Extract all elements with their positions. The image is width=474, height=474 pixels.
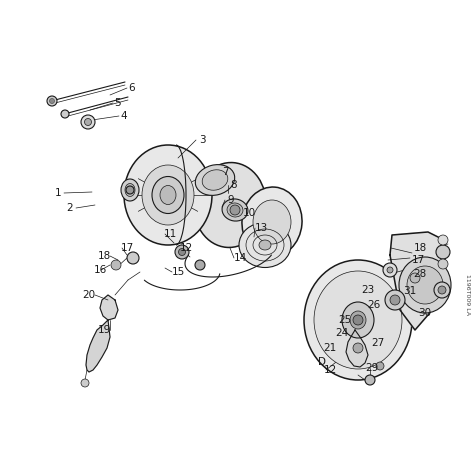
Text: 28: 28 xyxy=(413,269,427,279)
Text: 12: 12 xyxy=(179,243,192,253)
Polygon shape xyxy=(346,330,368,367)
Ellipse shape xyxy=(242,187,302,257)
Text: 14: 14 xyxy=(233,253,246,263)
Text: 17: 17 xyxy=(411,255,425,265)
Circle shape xyxy=(195,260,205,270)
Text: 20: 20 xyxy=(82,290,96,300)
Text: 15: 15 xyxy=(172,267,185,277)
Text: 25: 25 xyxy=(338,315,352,325)
Circle shape xyxy=(365,375,375,385)
Text: 18: 18 xyxy=(97,251,110,261)
Circle shape xyxy=(81,115,95,129)
Circle shape xyxy=(81,379,89,387)
Ellipse shape xyxy=(202,170,228,190)
Text: 8: 8 xyxy=(231,180,237,190)
Ellipse shape xyxy=(342,302,374,338)
Circle shape xyxy=(84,118,91,126)
Circle shape xyxy=(230,205,240,215)
Ellipse shape xyxy=(195,164,235,195)
Text: 6: 6 xyxy=(128,83,135,93)
Text: 7: 7 xyxy=(222,167,228,177)
Circle shape xyxy=(438,259,448,269)
Text: 21: 21 xyxy=(323,343,337,353)
Ellipse shape xyxy=(304,260,412,380)
Text: 2: 2 xyxy=(67,203,73,213)
Circle shape xyxy=(376,362,384,370)
Circle shape xyxy=(179,248,185,255)
Circle shape xyxy=(390,295,400,305)
Ellipse shape xyxy=(142,165,194,225)
Circle shape xyxy=(47,96,57,106)
Circle shape xyxy=(434,282,450,298)
Text: 31: 31 xyxy=(403,286,417,296)
Polygon shape xyxy=(100,295,118,320)
Ellipse shape xyxy=(239,222,291,267)
Text: D: D xyxy=(318,357,326,367)
Circle shape xyxy=(49,99,55,103)
Text: 18: 18 xyxy=(413,243,427,253)
Text: 17: 17 xyxy=(120,243,134,253)
Text: 9: 9 xyxy=(228,195,234,205)
Ellipse shape xyxy=(124,145,212,245)
Text: 10: 10 xyxy=(242,208,255,218)
Circle shape xyxy=(126,186,134,194)
Ellipse shape xyxy=(222,199,248,221)
Text: 23: 23 xyxy=(361,285,374,295)
Circle shape xyxy=(385,290,405,310)
Text: 3: 3 xyxy=(199,135,205,145)
Circle shape xyxy=(353,343,363,353)
Ellipse shape xyxy=(152,176,184,213)
Text: 26: 26 xyxy=(367,300,381,310)
Ellipse shape xyxy=(314,271,402,369)
Text: 30: 30 xyxy=(419,308,431,318)
Text: 27: 27 xyxy=(371,338,384,348)
Ellipse shape xyxy=(399,257,451,313)
Ellipse shape xyxy=(253,200,291,244)
Ellipse shape xyxy=(407,266,443,304)
Text: 1: 1 xyxy=(55,188,61,198)
Text: 5: 5 xyxy=(115,98,121,108)
Circle shape xyxy=(383,263,397,277)
Circle shape xyxy=(438,235,448,245)
Ellipse shape xyxy=(194,163,266,247)
Ellipse shape xyxy=(227,203,243,217)
Ellipse shape xyxy=(121,179,139,201)
Circle shape xyxy=(438,286,446,294)
Ellipse shape xyxy=(125,183,135,197)
Text: 19: 19 xyxy=(97,325,110,335)
Circle shape xyxy=(387,267,393,273)
Circle shape xyxy=(436,245,450,259)
Polygon shape xyxy=(86,320,110,372)
Ellipse shape xyxy=(160,185,176,204)
Ellipse shape xyxy=(350,311,366,329)
Circle shape xyxy=(175,245,189,259)
Ellipse shape xyxy=(259,240,271,250)
Text: 12: 12 xyxy=(323,365,337,375)
Text: 11: 11 xyxy=(164,229,177,239)
Circle shape xyxy=(61,110,69,118)
Text: 29: 29 xyxy=(365,363,379,373)
Text: 13: 13 xyxy=(255,223,268,233)
Circle shape xyxy=(353,315,363,325)
Polygon shape xyxy=(390,232,445,330)
Text: 1196T009 LA: 1196T009 LA xyxy=(465,274,471,316)
Text: 24: 24 xyxy=(336,328,348,338)
Text: 16: 16 xyxy=(93,265,107,275)
Circle shape xyxy=(111,260,121,270)
Text: 4: 4 xyxy=(121,111,128,121)
Circle shape xyxy=(410,273,420,283)
Circle shape xyxy=(127,252,139,264)
